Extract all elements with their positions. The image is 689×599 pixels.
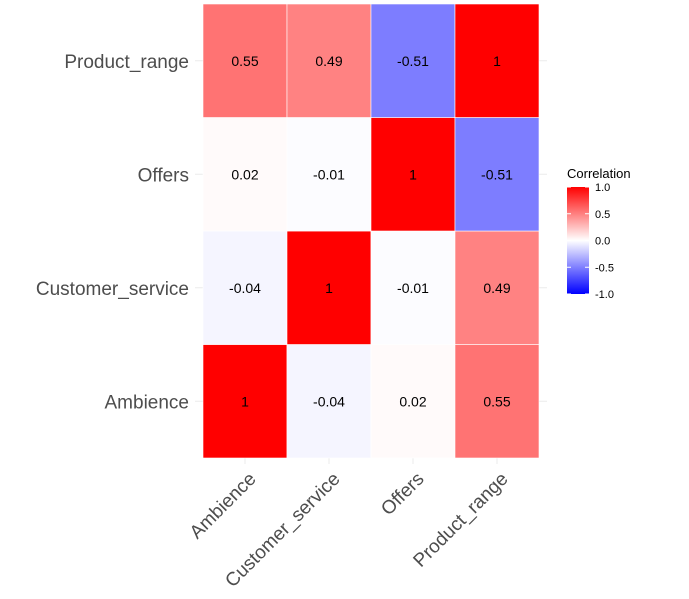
heatmap-cell-label: -0.01 xyxy=(313,166,345,182)
heatmap-cell xyxy=(454,3,540,118)
heatmap-cell-label: 0.49 xyxy=(483,280,510,296)
legend-tick-label: 0.0 xyxy=(595,236,610,248)
heatmap-cell xyxy=(286,3,372,118)
heatmap-cell xyxy=(454,117,540,232)
heatmap-cell xyxy=(202,3,288,118)
heatmap-cell-labels: 1 -0.04 0.02 0.55 -0.04 1 -0.01 0.49 0.02 -0.01 1 -… xyxy=(229,53,513,410)
heatmap-cell-label: 0.02 xyxy=(231,166,258,182)
heatmap-cell xyxy=(370,3,456,118)
heatmap-cell-label: -0.04 xyxy=(229,280,261,296)
heatmap-cell-label: -0.04 xyxy=(313,393,345,409)
heatmap-cell-label: 1 xyxy=(241,393,249,409)
heatmap-cell xyxy=(454,344,540,459)
y-tick-label: Ambience xyxy=(105,392,190,413)
heatmap-cell-label: 1 xyxy=(325,280,333,296)
heatmap-cell-label: 0.02 xyxy=(399,393,426,409)
heatmap-cell xyxy=(454,230,540,345)
heatmap-cell-label: -0.51 xyxy=(481,166,513,182)
x-tick-label: Offers xyxy=(377,469,428,520)
heatmap-cell-label: 0.49 xyxy=(315,53,342,69)
heatmap-cell-label: 0.55 xyxy=(483,393,510,409)
heatmap-cell-label: -0.51 xyxy=(397,53,429,69)
y-tick-label: Customer_service xyxy=(36,279,189,300)
heatmap-cell xyxy=(286,230,372,345)
y-tick-label: Product_range xyxy=(64,52,189,73)
heatmap-cells xyxy=(202,3,540,459)
heatmap-cell-label: 1 xyxy=(493,53,501,69)
legend-colorbar xyxy=(567,187,589,294)
legend-tick-label: 1.0 xyxy=(595,182,610,194)
legend-tick-label: -0.5 xyxy=(595,262,614,274)
heatmap-cell-label: -0.01 xyxy=(397,280,429,296)
heatmap-cell xyxy=(370,117,456,232)
x-tick-label: Ambience xyxy=(186,469,261,544)
y-tick-label: Offers xyxy=(138,165,189,186)
heatmap-cell xyxy=(286,344,372,459)
heatmap-cell-label: 1 xyxy=(409,166,417,182)
legend-title: Correlation xyxy=(567,166,631,181)
legend: Correlation 1.0 0.5 0.0 -0.5 -1.0 xyxy=(567,166,631,301)
heatmap-cell xyxy=(202,117,288,232)
heatmap-cell xyxy=(370,344,456,459)
legend-tick-label: -1.0 xyxy=(595,289,614,301)
y-axis: Ambience Customer_service Offers Product_ra… xyxy=(36,52,189,414)
heatmap-cell xyxy=(202,344,288,459)
legend-ticks: 1.0 0.5 0.0 -0.5 -1.0 xyxy=(567,182,614,301)
legend-tick-label: 0.5 xyxy=(595,209,610,221)
heatmap-cell-label: 0.55 xyxy=(231,53,258,69)
